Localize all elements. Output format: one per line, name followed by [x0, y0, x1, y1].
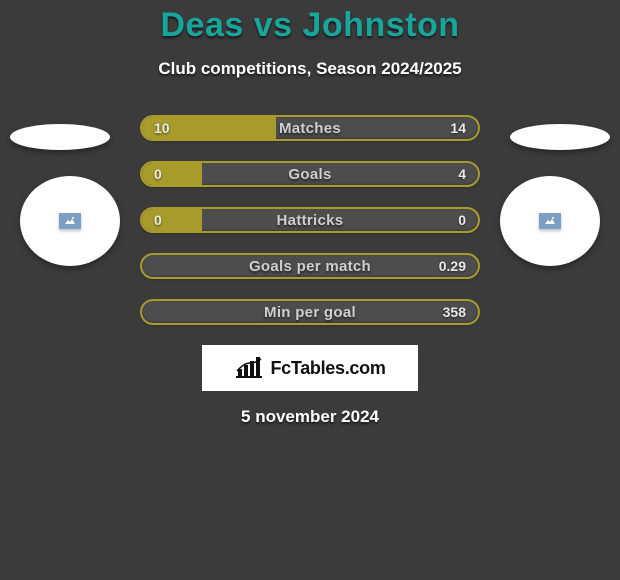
fctables-logo: FcTables.com	[202, 345, 418, 391]
stat-bar-label: Matches	[142, 117, 478, 139]
page-title: Deas vs Johnston	[0, 0, 620, 45]
placeholder-image-icon	[539, 213, 561, 229]
stat-bar-right-value: 358	[443, 301, 466, 323]
stat-bar: Min per goal358	[140, 299, 480, 325]
stat-bar: Goals per match0.29	[140, 253, 480, 279]
stat-bar: 10Matches14	[140, 115, 480, 141]
left-player-ellipse	[10, 124, 110, 150]
stat-bar-right-value: 14	[450, 117, 466, 139]
logo-text: FcTables.com	[270, 358, 385, 379]
stat-bar: 0Goals4	[140, 161, 480, 187]
left-player-avatar	[20, 176, 120, 266]
placeholder-image-icon	[59, 213, 81, 229]
stat-bars: 10Matches140Goals40Hattricks0Goals per m…	[140, 115, 480, 325]
stat-bar-right-value: 0.29	[439, 255, 466, 277]
stat-bar-label: Hattricks	[142, 209, 478, 231]
right-player-ellipse	[510, 124, 610, 150]
subtitle: Club competitions, Season 2024/2025	[0, 59, 620, 79]
stat-bar-right-value: 4	[458, 163, 466, 185]
bar-chart-icon	[234, 357, 264, 379]
date-label: 5 november 2024	[0, 407, 620, 427]
stat-bar: 0Hattricks0	[140, 207, 480, 233]
stat-bar-label: Goals	[142, 163, 478, 185]
right-player-avatar	[500, 176, 600, 266]
stat-bar-label: Goals per match	[142, 255, 478, 277]
stat-bar-right-value: 0	[458, 209, 466, 231]
stat-bar-label: Min per goal	[142, 301, 478, 323]
